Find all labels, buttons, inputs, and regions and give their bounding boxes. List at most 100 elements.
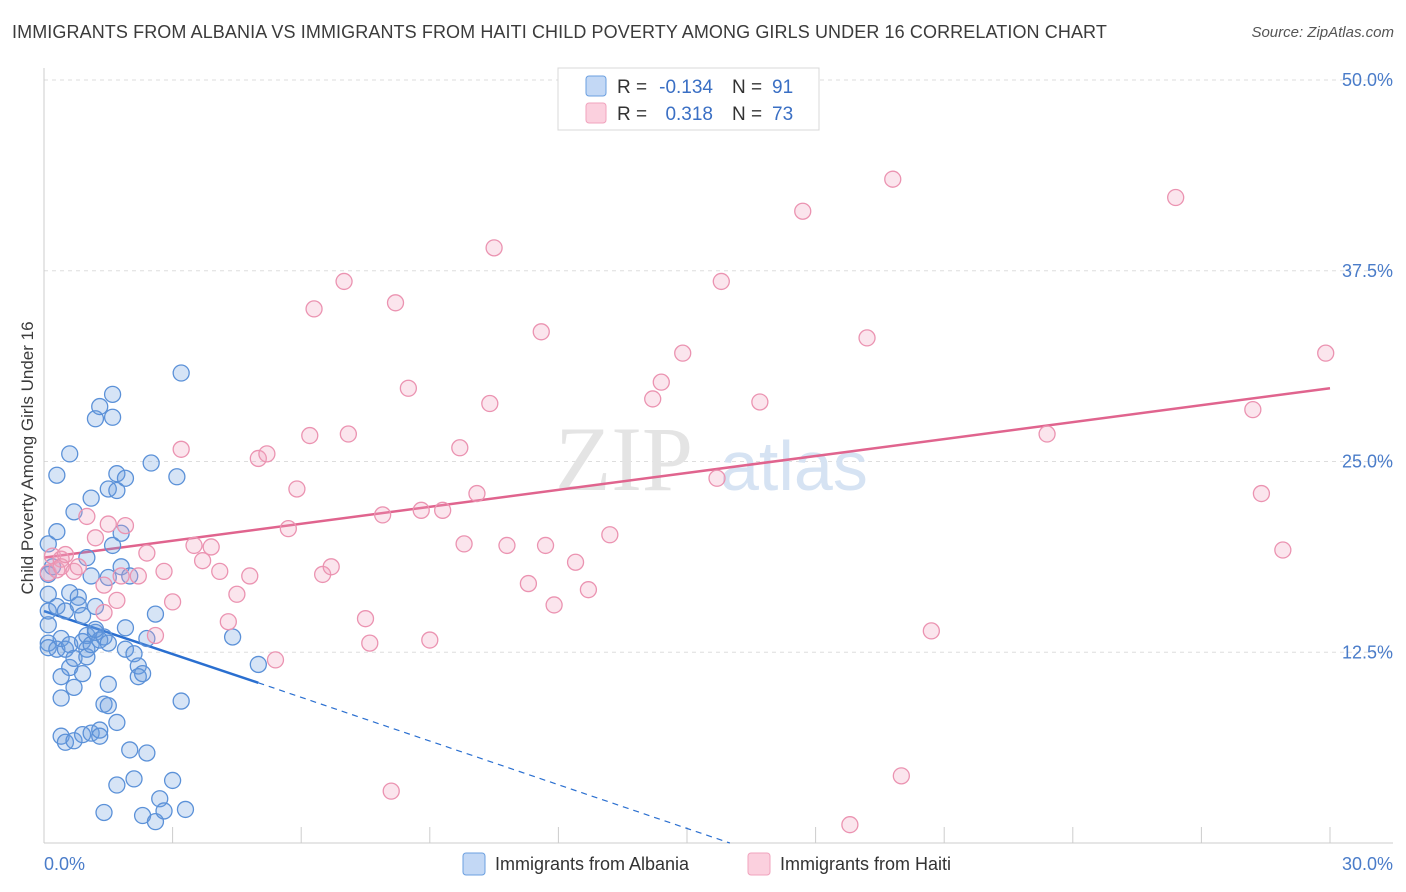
point-haiti-17 xyxy=(138,544,156,562)
point-albania-84 xyxy=(168,468,186,486)
point-albania-56 xyxy=(103,536,122,555)
point-haiti-23 xyxy=(193,552,212,570)
point-albania-54 xyxy=(99,675,117,693)
point-haiti-77 xyxy=(1252,484,1271,503)
legend-n-label-albania: N = xyxy=(732,77,762,98)
point-haiti-21 xyxy=(172,440,190,458)
point-haiti-67 xyxy=(751,393,769,411)
point-albania-82 xyxy=(155,802,173,820)
y-tick-label-1: 25.0% xyxy=(1342,452,1393,472)
point-haiti-41 xyxy=(361,634,379,652)
point-haiti-11 xyxy=(95,576,113,594)
point-haiti-65 xyxy=(708,469,726,487)
point-haiti-39 xyxy=(339,425,358,443)
point-albania-0 xyxy=(39,585,57,603)
point-haiti-68 xyxy=(794,202,812,220)
point-haiti-56 xyxy=(532,323,550,341)
point-albania-20 xyxy=(61,635,79,654)
point-albania-11 xyxy=(48,466,66,484)
point-haiti-18 xyxy=(146,626,165,645)
point-haiti-32 xyxy=(279,519,297,538)
point-albania-24 xyxy=(65,678,83,696)
point-albania-31 xyxy=(73,664,92,683)
point-haiti-51 xyxy=(468,484,486,503)
point-albania-78 xyxy=(142,454,160,472)
point-albania-45 xyxy=(91,721,109,739)
gridlines xyxy=(44,79,1393,653)
point-haiti-70 xyxy=(858,329,876,347)
point-albania-89 xyxy=(249,655,267,674)
point-haiti-35 xyxy=(305,300,323,318)
point-haiti-60 xyxy=(579,581,598,599)
point-haiti-5 xyxy=(56,545,75,564)
point-haiti-27 xyxy=(228,585,246,603)
series-haiti-points xyxy=(39,170,1335,834)
point-albania-2 xyxy=(39,616,57,634)
point-albania-50 xyxy=(95,803,113,822)
point-albania-29 xyxy=(73,606,92,625)
point-haiti-72 xyxy=(892,767,910,785)
point-albania-25 xyxy=(65,732,83,750)
point-haiti-10 xyxy=(95,603,113,622)
point-haiti-24 xyxy=(202,538,220,556)
trend-line-albania-extension xyxy=(258,682,731,844)
point-albania-90 xyxy=(86,620,105,639)
legend-n-value-haiti: 73 xyxy=(772,104,793,125)
series-albania-points xyxy=(39,364,267,831)
point-haiti-63 xyxy=(652,373,670,391)
legend-r-value-haiti: 0.318 xyxy=(665,104,713,125)
watermark: ZIP atlas xyxy=(555,408,868,510)
point-haiti-55 xyxy=(519,574,538,593)
point-albania-67 xyxy=(116,619,135,637)
point-haiti-45 xyxy=(399,379,418,397)
point-haiti-22 xyxy=(185,536,203,555)
point-albania-65 xyxy=(116,469,135,487)
axes xyxy=(43,68,1393,844)
correlation-legend: R = -0.134 N = 91 R = 0.318 N = 73 xyxy=(557,67,820,131)
point-albania-41 xyxy=(86,597,105,616)
point-albania-8 xyxy=(48,523,66,541)
legend-swatch-albania xyxy=(585,75,607,97)
point-haiti-14 xyxy=(112,567,130,585)
point-haiti-75 xyxy=(1167,188,1185,207)
y-axis-label: Child Poverty Among Girls Under 16 xyxy=(18,321,37,594)
point-albania-71 xyxy=(125,770,143,788)
point-haiti-37 xyxy=(322,558,340,576)
point-albania-52 xyxy=(99,634,117,652)
point-albania-3 xyxy=(39,634,57,652)
trend-line-haiti xyxy=(43,387,1331,559)
point-haiti-25 xyxy=(211,562,229,581)
point-albania-32 xyxy=(73,726,92,744)
legend-r-value-albania: -0.134 xyxy=(659,77,713,98)
point-albania-62 xyxy=(108,776,126,794)
y-tick-label-0: 12.5% xyxy=(1342,642,1393,662)
point-haiti-79 xyxy=(1317,344,1335,362)
point-albania-83 xyxy=(163,771,182,790)
point-haiti-52 xyxy=(481,394,499,413)
point-haiti-43 xyxy=(382,782,400,800)
point-albania-22 xyxy=(61,445,79,463)
bottom-legend-swatch-albania xyxy=(462,852,486,876)
point-haiti-54 xyxy=(498,536,516,555)
bottom-legend-swatch-haiti xyxy=(747,852,771,876)
point-albania-60 xyxy=(108,465,126,483)
point-haiti-74 xyxy=(1038,425,1056,443)
point-albania-85 xyxy=(172,692,190,710)
point-haiti-78 xyxy=(1274,541,1292,559)
point-haiti-33 xyxy=(288,480,306,498)
point-albania-1 xyxy=(39,602,57,620)
point-haiti-12 xyxy=(99,515,117,533)
point-albania-19 xyxy=(61,584,79,602)
point-haiti-53 xyxy=(485,239,503,257)
point-albania-63 xyxy=(112,558,130,576)
chart-title: IMMIGRANTS FROM ALBANIA VS IMMIGRANTS FR… xyxy=(12,22,1107,42)
legend-swatch-haiti xyxy=(585,102,607,124)
point-albania-37 xyxy=(82,489,100,507)
point-haiti-47 xyxy=(421,631,439,649)
point-albania-26 xyxy=(65,503,83,521)
point-albania-44 xyxy=(91,397,109,416)
point-albania-61 xyxy=(108,713,126,732)
point-haiti-73 xyxy=(922,622,940,640)
point-haiti-9 xyxy=(86,529,105,547)
point-haiti-58 xyxy=(545,596,563,614)
